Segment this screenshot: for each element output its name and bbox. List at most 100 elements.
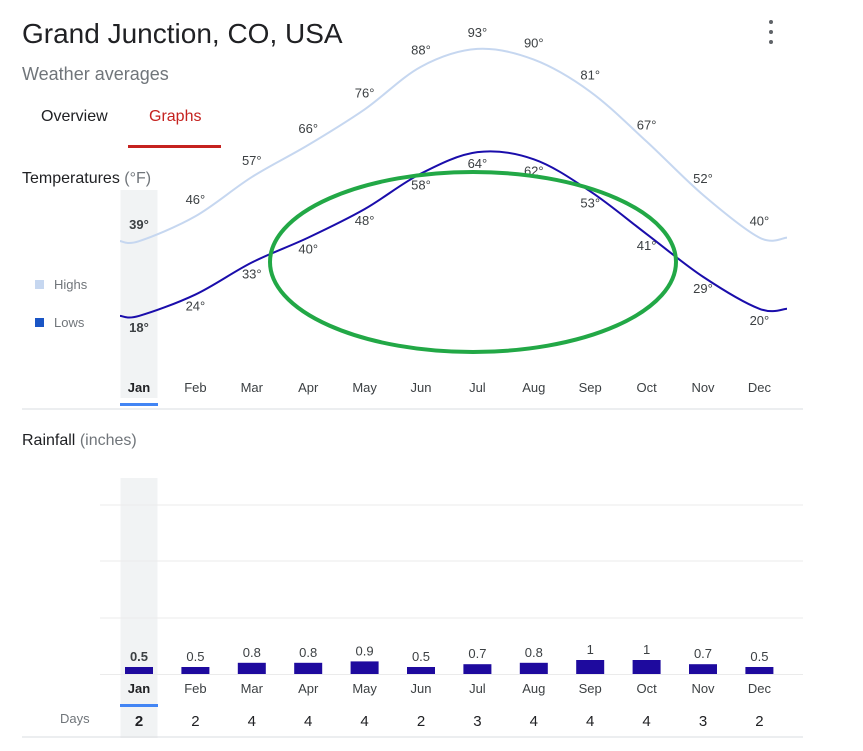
rain-value-jun: 0.5	[412, 649, 430, 664]
more-vert-icon[interactable]	[760, 20, 782, 44]
rain-month-mar[interactable]: Mar	[241, 681, 264, 696]
temp-month-jul[interactable]: Jul	[469, 380, 486, 395]
rain-days-jun: 2	[417, 713, 425, 730]
rain-value-may: 0.9	[356, 643, 374, 658]
rain-month-aug[interactable]: Aug	[522, 681, 545, 696]
temp-month-mar[interactable]: Mar	[241, 380, 264, 395]
highlight-ellipse	[268, 170, 678, 354]
temp-selected-marker	[120, 403, 158, 406]
rain-days-feb: 2	[191, 713, 199, 730]
lows-label-nov: 29°	[693, 281, 713, 296]
highs-label-sep: 81°	[580, 68, 600, 83]
highs-label-feb: 46°	[186, 192, 206, 207]
rain-days-dec: 2	[755, 713, 763, 730]
rain-days-jul: 3	[473, 713, 481, 730]
temp-month-jun[interactable]: Jun	[411, 380, 432, 395]
rain-month-jul[interactable]: Jul	[469, 681, 486, 696]
rain-value-aug: 0.8	[525, 645, 543, 660]
rain-value-sep: 1	[587, 642, 594, 657]
lows-label-sep: 53°	[580, 195, 600, 210]
rain-days-oct: 4	[642, 713, 650, 730]
lows-label-feb: 24°	[186, 299, 206, 314]
rain-month-jan[interactable]: Jan	[128, 681, 150, 696]
lows-label-oct: 41°	[637, 238, 657, 253]
rain-month-dec[interactable]: Dec	[748, 681, 772, 696]
days-label: Days	[60, 711, 90, 726]
temp-month-aug[interactable]: Aug	[522, 380, 545, 395]
legend-highs-label: Highs	[54, 277, 88, 292]
rain-bar-oct	[632, 660, 661, 674]
rain-bar-jan	[125, 667, 153, 674]
rain-days-mar: 4	[248, 713, 256, 730]
rainfall-unit: (inches)	[79, 432, 137, 449]
lows-label-jul: 64°	[468, 156, 488, 171]
rain-month-sep[interactable]: Sep	[579, 681, 602, 696]
temp-month-jan[interactable]: Jan	[128, 380, 150, 395]
rain-bar-apr	[294, 662, 323, 674]
temp-month-apr[interactable]: Apr	[298, 380, 319, 395]
rain-days-may: 4	[360, 713, 368, 730]
rain-days-aug: 4	[530, 713, 538, 730]
lows-label-mar: 33°	[242, 267, 262, 282]
highs-line	[119, 47, 788, 244]
rain-bar-aug	[519, 662, 548, 674]
lows-label-jun: 58°	[411, 178, 431, 193]
rain-month-oct[interactable]: Oct	[636, 681, 657, 696]
tab-active-underline	[128, 145, 221, 148]
temp-month-may[interactable]: May	[352, 380, 377, 395]
selected-column-rainfall	[120, 478, 158, 738]
location-title: Grand Junction, CO, USA	[22, 18, 343, 49]
rain-days-nov: 3	[699, 713, 707, 730]
temp-month-nov[interactable]: Nov	[691, 380, 715, 395]
temp-month-dec[interactable]: Dec	[748, 380, 772, 395]
highs-label-mar: 57°	[242, 153, 262, 168]
rain-month-nov[interactable]: Nov	[691, 681, 715, 696]
tab-overview[interactable]: Overview	[41, 108, 108, 125]
rain-bar-nov	[689, 664, 717, 674]
rain-value-dec: 0.5	[750, 649, 768, 664]
legend-lows-label: Lows	[54, 315, 85, 330]
rain-value-feb: 0.5	[186, 649, 204, 664]
temp-month-feb[interactable]: Feb	[184, 380, 206, 395]
highs-label-may: 76°	[355, 85, 375, 100]
highs-label-aug: 90°	[524, 36, 544, 51]
rain-month-feb[interactable]: Feb	[184, 681, 206, 696]
rain-bar-jul	[463, 664, 492, 674]
rain-month-may[interactable]: May	[352, 681, 377, 696]
rain-month-apr[interactable]: Apr	[298, 681, 319, 696]
legend-lows-swatch	[35, 318, 44, 327]
rain-selected-marker	[120, 704, 158, 707]
highs-label-jun: 88°	[411, 43, 431, 58]
rain-month-jun[interactable]: Jun	[411, 681, 432, 696]
lows-line	[119, 150, 788, 319]
temperatures-unit: (°F)	[124, 170, 152, 187]
rain-bar-may	[350, 661, 379, 674]
rainfall-title: Rainfall	[22, 432, 76, 449]
rain-value-mar: 0.8	[243, 645, 261, 660]
highs-label-oct: 67°	[637, 117, 657, 132]
tab-graphs[interactable]: Graphs	[149, 108, 202, 125]
rain-bar-jun	[407, 667, 435, 674]
temp-month-sep[interactable]: Sep	[579, 380, 602, 395]
rain-days-sep: 4	[586, 713, 594, 730]
lows-label-dec: 20°	[750, 313, 770, 328]
rain-value-oct: 1	[643, 642, 650, 657]
rainfall-heading: Rainfall (inches)	[22, 432, 137, 450]
selected-column-temperature	[120, 190, 158, 398]
lows-label-apr: 40°	[298, 242, 318, 257]
temp-month-oct[interactable]: Oct	[636, 380, 657, 395]
lows-label-may: 48°	[355, 213, 375, 228]
rain-days-apr: 4	[304, 713, 312, 730]
page-subtitle: Weather averages	[22, 64, 169, 84]
highs-label-jul: 93°	[468, 25, 488, 40]
highs-label-apr: 66°	[298, 121, 318, 136]
highs-label-jan: 39°	[129, 217, 149, 232]
rain-days-jan: 2	[135, 713, 143, 730]
rain-value-jul: 0.7	[468, 646, 486, 661]
highs-label-nov: 52°	[693, 171, 713, 186]
lows-label-jan: 18°	[129, 320, 149, 335]
rain-value-apr: 0.8	[299, 645, 317, 660]
rain-value-jan: 0.5	[130, 649, 148, 664]
legend-lows: Lows	[35, 315, 84, 330]
